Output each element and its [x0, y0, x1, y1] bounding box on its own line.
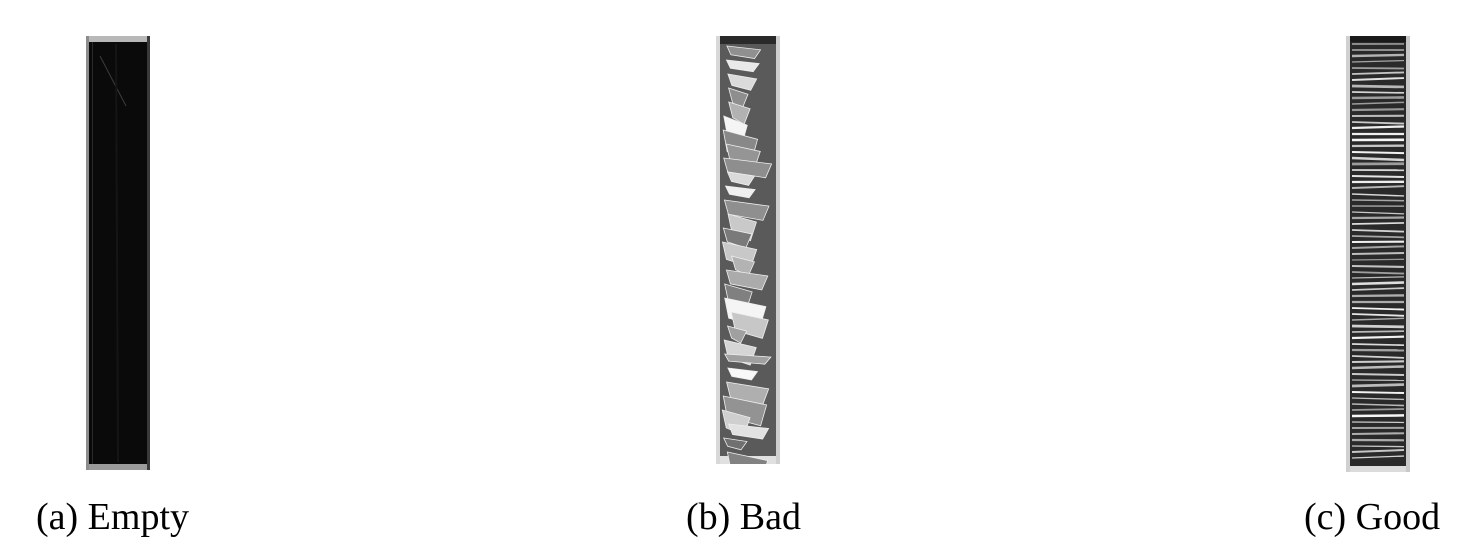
caption-bad: (b) Bad: [686, 496, 802, 538]
bad-column-photo: [716, 36, 780, 464]
caption-empty: (a) Empty: [36, 496, 190, 538]
empty-column-photo: [86, 36, 150, 470]
good-column-photo: [1346, 36, 1410, 472]
caption-good: (c) Good: [1304, 496, 1441, 538]
